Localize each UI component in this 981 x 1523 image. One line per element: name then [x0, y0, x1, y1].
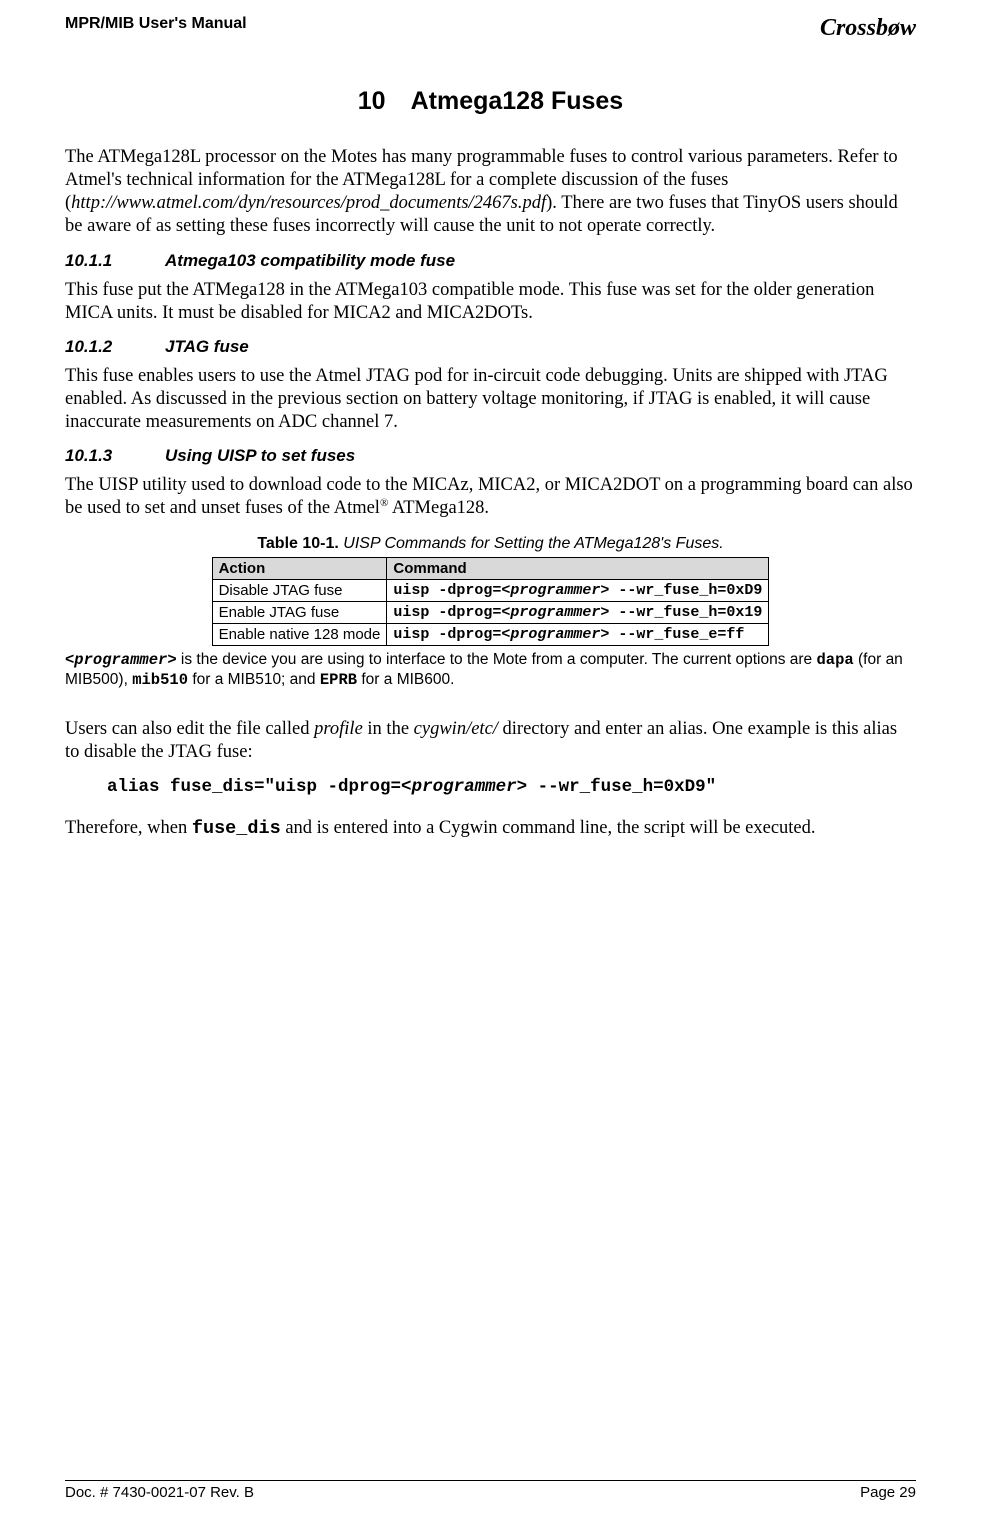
manual-title: MPR/MIB User's Manual: [65, 15, 247, 33]
doc-number: Doc. # 7430-0021-07 Rev. B: [65, 1484, 254, 1501]
atmel-url: http://www.atmel.com/dyn/resources/prod_…: [71, 193, 546, 213]
col-action: Action: [212, 557, 387, 579]
intro-paragraph: The ATMega128L processor on the Motes ha…: [65, 146, 916, 239]
closing-paragraph: Therefore, when fuse_dis and is entered …: [65, 817, 916, 840]
chapter-number: 10: [358, 87, 386, 115]
section-10-1-2-body: This fuse enables users to use the Atmel…: [65, 365, 916, 434]
section-10-1-3-body: The UISP utility used to download code t…: [65, 474, 916, 520]
section-10-1-2-title: 10.1.2JTAG fuse: [65, 337, 916, 357]
crossbow-logo: Crossbøw: [820, 15, 916, 42]
alias-command: alias fuse_dis="uisp -dprog=<programmer>…: [107, 777, 916, 797]
section-10-1-1-title: 10.1.1Atmega103 compatibility mode fuse: [65, 251, 916, 271]
alias-intro: Users can also edit the file called prof…: [65, 718, 916, 764]
page-footer: Doc. # 7430-0021-07 Rev. B Page 29: [65, 1480, 916, 1501]
table-caption: Table 10-1. UISP Commands for Setting th…: [65, 535, 916, 553]
command-cell: uisp -dprog=<programmer> --wr_fuse_h=0x1…: [387, 601, 769, 623]
col-command: Command: [387, 557, 769, 579]
page-number: Page 29: [860, 1484, 916, 1501]
chapter-title: 10 Atmega128 Fuses: [65, 87, 916, 116]
section-10-1-1-body: This fuse put the ATMega128 in the ATMeg…: [65, 279, 916, 325]
page-header: MPR/MIB User's Manual Crossbøw: [65, 15, 916, 42]
table-row: Disable JTAG fuse uisp -dprog=<programme…: [212, 579, 769, 601]
table-header-row: Action Command: [212, 557, 769, 579]
action-cell: Enable JTAG fuse: [212, 601, 387, 623]
table-row: Enable native 128 mode uisp -dprog=<prog…: [212, 623, 769, 645]
fuse-commands-table: Action Command Disable JTAG fuse uisp -d…: [212, 557, 770, 646]
chapter-title-text: Atmega128 Fuses: [411, 87, 624, 115]
table-footnote: <programmer> is the device you are using…: [65, 650, 916, 691]
command-cell: uisp -dprog=<programmer> --wr_fuse_e=ff: [387, 623, 769, 645]
section-10-1-3-title: 10.1.3Using UISP to set fuses: [65, 446, 916, 466]
command-cell: uisp -dprog=<programmer> --wr_fuse_h=0xD…: [387, 579, 769, 601]
action-cell: Enable native 128 mode: [212, 623, 387, 645]
action-cell: Disable JTAG fuse: [212, 579, 387, 601]
table-row: Enable JTAG fuse uisp -dprog=<programmer…: [212, 601, 769, 623]
